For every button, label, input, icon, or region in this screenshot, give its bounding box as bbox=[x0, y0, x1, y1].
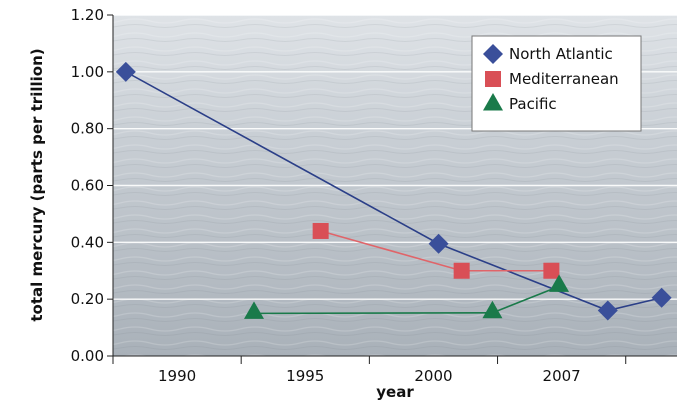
point-mediterranean-1 bbox=[453, 262, 470, 279]
series-line-north-atlantic bbox=[125, 71, 662, 312]
legend-marker-mediterranean bbox=[485, 71, 501, 87]
series-mediterranean bbox=[312, 222, 560, 279]
y-axis-ticks: 0.00 0.20 0.40 0.60 0.80 1.00 1.20 bbox=[71, 6, 113, 365]
point-north-atlantic-3 bbox=[651, 287, 672, 308]
y-tick-label-0: 0.00 bbox=[71, 347, 104, 365]
series-north-atlantic bbox=[115, 61, 672, 321]
y-tick-label-2: 0.40 bbox=[71, 233, 104, 251]
x-tick-label-1: 1995 bbox=[286, 367, 324, 385]
point-north-atlantic-1 bbox=[428, 233, 449, 254]
point-mediterranean-0 bbox=[312, 222, 329, 239]
x-tick-label-2: 2000 bbox=[414, 367, 452, 385]
series-layer bbox=[115, 61, 672, 321]
y-tick-label-3: 0.60 bbox=[71, 177, 104, 195]
x-tick-label-0: 1990 bbox=[158, 367, 196, 385]
y-tick-label-4: 0.80 bbox=[71, 120, 104, 138]
legend-marker-pacific bbox=[483, 93, 503, 111]
y-tick-label-1: 0.20 bbox=[71, 290, 104, 308]
legend-marker-north-atlantic bbox=[483, 44, 503, 64]
legend: North Atlantic Mediterranean Pacific bbox=[471, 35, 642, 132]
x-axis-title: year bbox=[376, 383, 414, 401]
x-tick-label-3: 2007 bbox=[543, 367, 581, 385]
x-axis-ticks: 1990 1995 2000 2007 bbox=[112, 356, 627, 385]
legend-label-mediterranean: Mediterranean bbox=[509, 70, 619, 88]
y-tick-label-5: 1.00 bbox=[71, 63, 104, 81]
y-axis-title: total mercury (parts per trillion) bbox=[28, 48, 46, 321]
legend-label-pacific: Pacific bbox=[509, 95, 557, 113]
point-pacific-1 bbox=[482, 300, 503, 319]
point-pacific-2 bbox=[549, 274, 570, 292]
point-mediterranean-2 bbox=[543, 262, 560, 279]
point-north-atlantic-0 bbox=[115, 61, 136, 82]
legend-label-north-atlantic: North Atlantic bbox=[509, 45, 613, 63]
point-north-atlantic-2 bbox=[597, 300, 618, 321]
y-tick-label-6: 1.20 bbox=[71, 6, 104, 24]
series-pacific bbox=[244, 274, 570, 319]
point-pacific-0 bbox=[244, 301, 264, 319]
